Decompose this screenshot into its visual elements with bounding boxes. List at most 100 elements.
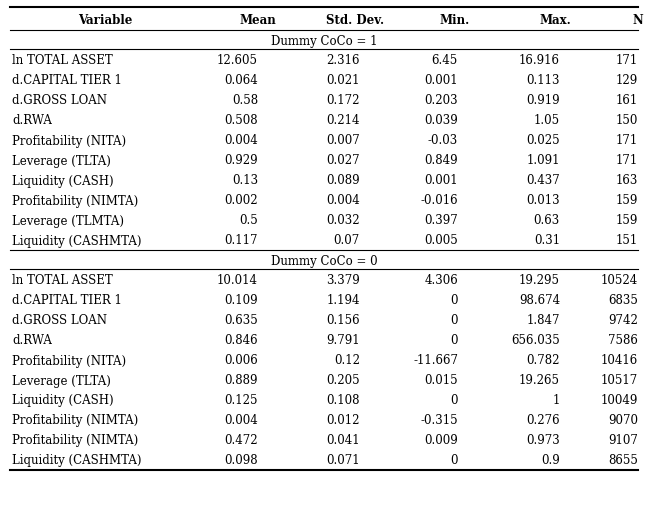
Text: 159: 159 xyxy=(616,214,638,227)
Text: 0.098: 0.098 xyxy=(224,454,258,467)
Text: Profitability (NITA): Profitability (NITA) xyxy=(12,354,126,367)
Text: 9742: 9742 xyxy=(608,314,638,327)
Text: 0.002: 0.002 xyxy=(224,194,258,207)
Text: 163: 163 xyxy=(616,174,638,187)
Text: Leverage (TLTA): Leverage (TLTA) xyxy=(12,374,111,387)
Text: 8655: 8655 xyxy=(608,454,638,467)
Text: Profitability (NITA): Profitability (NITA) xyxy=(12,134,126,147)
Text: Profitability (NIMTA): Profitability (NIMTA) xyxy=(12,194,138,207)
Text: Liquidity (CASH): Liquidity (CASH) xyxy=(12,394,113,407)
Text: 0.013: 0.013 xyxy=(526,194,560,207)
Text: 0.31: 0.31 xyxy=(534,234,560,247)
Text: 0.13: 0.13 xyxy=(232,174,258,187)
Text: 10049: 10049 xyxy=(601,394,638,407)
Text: 0.782: 0.782 xyxy=(526,354,560,367)
Text: 0.108: 0.108 xyxy=(327,394,360,407)
Text: Min.: Min. xyxy=(440,13,470,26)
Text: 0.004: 0.004 xyxy=(326,194,360,207)
Text: 0.064: 0.064 xyxy=(224,74,258,88)
Text: 150: 150 xyxy=(616,115,638,127)
Text: 129: 129 xyxy=(616,74,638,88)
Text: 0.006: 0.006 xyxy=(224,354,258,367)
Text: N: N xyxy=(632,13,643,26)
Text: -0.315: -0.315 xyxy=(421,414,458,427)
Text: 0: 0 xyxy=(450,394,458,407)
Text: 0.635: 0.635 xyxy=(224,314,258,327)
Text: 10517: 10517 xyxy=(601,374,638,387)
Text: 0.172: 0.172 xyxy=(327,94,360,107)
Text: 10524: 10524 xyxy=(601,274,638,287)
Text: 0.004: 0.004 xyxy=(224,414,258,427)
Text: 0.041: 0.041 xyxy=(327,434,360,446)
Text: 0.205: 0.205 xyxy=(327,374,360,387)
Text: 6835: 6835 xyxy=(608,294,638,307)
Text: 1.05: 1.05 xyxy=(534,115,560,127)
Text: 656.035: 656.035 xyxy=(511,334,560,347)
Text: 0.025: 0.025 xyxy=(526,134,560,147)
Text: 0.437: 0.437 xyxy=(526,174,560,187)
Text: 0.001: 0.001 xyxy=(424,74,458,88)
Text: d.RWA: d.RWA xyxy=(12,115,52,127)
Text: 0.125: 0.125 xyxy=(224,394,258,407)
Text: 0.113: 0.113 xyxy=(526,74,560,88)
Text: 0.276: 0.276 xyxy=(526,414,560,427)
Text: Liquidity (CASHMTA): Liquidity (CASHMTA) xyxy=(12,234,141,247)
Text: 0.472: 0.472 xyxy=(224,434,258,446)
Text: Dummy CoCo = 1: Dummy CoCo = 1 xyxy=(271,35,377,47)
Text: 3.379: 3.379 xyxy=(326,274,360,287)
Text: 0.846: 0.846 xyxy=(224,334,258,347)
Text: 0.849: 0.849 xyxy=(424,154,458,167)
Text: 0: 0 xyxy=(450,334,458,347)
Text: ln TOTAL ASSET: ln TOTAL ASSET xyxy=(12,54,113,67)
Text: 9.791: 9.791 xyxy=(327,334,360,347)
Text: Max.: Max. xyxy=(539,13,571,26)
Text: 151: 151 xyxy=(616,234,638,247)
Text: 12.605: 12.605 xyxy=(217,54,258,67)
Text: 0.004: 0.004 xyxy=(224,134,258,147)
Text: d.CAPITAL TIER 1: d.CAPITAL TIER 1 xyxy=(12,74,122,88)
Text: 0.027: 0.027 xyxy=(327,154,360,167)
Text: 4.306: 4.306 xyxy=(424,274,458,287)
Text: 10416: 10416 xyxy=(601,354,638,367)
Text: 1.194: 1.194 xyxy=(327,294,360,307)
Text: Mean: Mean xyxy=(240,13,277,26)
Text: 0.089: 0.089 xyxy=(327,174,360,187)
Text: 0.07: 0.07 xyxy=(334,234,360,247)
Text: 0.071: 0.071 xyxy=(327,454,360,467)
Text: 0.919: 0.919 xyxy=(526,94,560,107)
Text: 0.109: 0.109 xyxy=(224,294,258,307)
Text: ln TOTAL ASSET: ln TOTAL ASSET xyxy=(12,274,113,287)
Text: 0: 0 xyxy=(450,294,458,307)
Text: Std. Dev.: Std. Dev. xyxy=(326,13,384,26)
Text: 2.316: 2.316 xyxy=(327,54,360,67)
Text: 9107: 9107 xyxy=(608,434,638,446)
Text: 0: 0 xyxy=(450,454,458,467)
Text: 0.929: 0.929 xyxy=(224,154,258,167)
Text: Liquidity (CASHMTA): Liquidity (CASHMTA) xyxy=(12,454,141,467)
Text: 171: 171 xyxy=(616,54,638,67)
Text: 0.203: 0.203 xyxy=(424,94,458,107)
Text: 0.508: 0.508 xyxy=(224,115,258,127)
Text: 0.117: 0.117 xyxy=(224,234,258,247)
Text: 9070: 9070 xyxy=(608,414,638,427)
Text: -0.016: -0.016 xyxy=(421,194,458,207)
Text: 0.032: 0.032 xyxy=(327,214,360,227)
Text: 0.214: 0.214 xyxy=(327,115,360,127)
Text: 0.009: 0.009 xyxy=(424,434,458,446)
Text: -0.03: -0.03 xyxy=(428,134,458,147)
Text: 10.014: 10.014 xyxy=(217,274,258,287)
Text: Profitability (NIMTA): Profitability (NIMTA) xyxy=(12,434,138,446)
Text: 0.58: 0.58 xyxy=(232,94,258,107)
Text: -11.667: -11.667 xyxy=(413,354,458,367)
Text: 0.001: 0.001 xyxy=(424,174,458,187)
Text: Variable: Variable xyxy=(78,13,132,26)
Text: 1: 1 xyxy=(553,394,560,407)
Text: 0.397: 0.397 xyxy=(424,214,458,227)
Text: d.GROSS LOAN: d.GROSS LOAN xyxy=(12,314,107,327)
Text: 0.156: 0.156 xyxy=(327,314,360,327)
Text: 0.012: 0.012 xyxy=(327,414,360,427)
Text: 0.039: 0.039 xyxy=(424,115,458,127)
Text: 0: 0 xyxy=(450,314,458,327)
Text: 1.847: 1.847 xyxy=(526,314,560,327)
Text: d.CAPITAL TIER 1: d.CAPITAL TIER 1 xyxy=(12,294,122,307)
